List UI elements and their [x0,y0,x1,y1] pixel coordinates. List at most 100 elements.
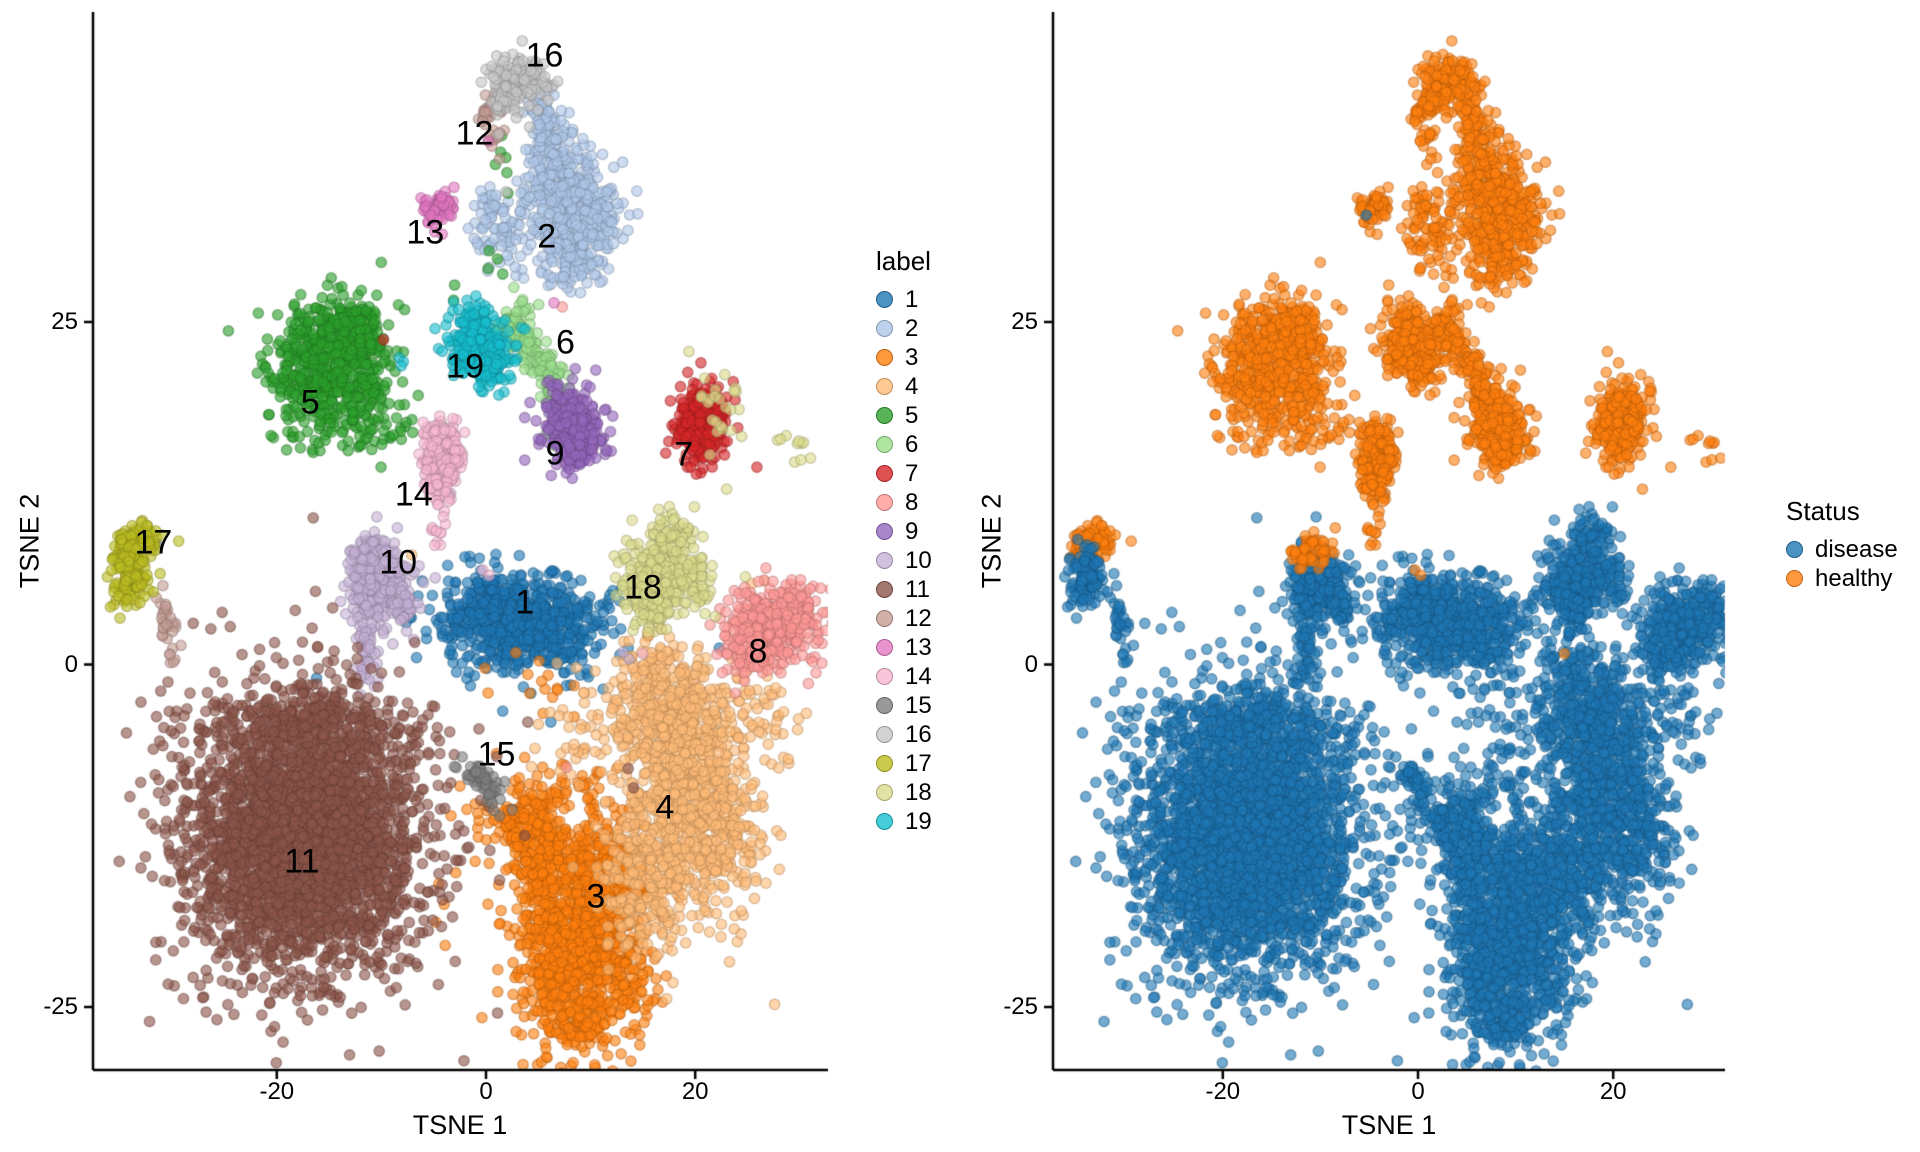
legend-key-dot-icon [876,291,893,308]
cluster-annotation-13: 13 [406,213,445,252]
left-x-axis-title: TSNE 1 [412,1110,508,1140]
legend-entry-cluster-15: 15 [876,691,932,720]
legend-entry-label: 11 [905,575,930,603]
legend-entry-cluster-3: 3 [876,343,932,372]
legend-entry-cluster-16: 16 [876,720,932,749]
legend-entry-label: 8 [905,488,919,516]
legend-entry-cluster-4: 4 [876,372,932,401]
legend-entry-label: 12 [905,604,932,632]
legend-entry-status-disease: disease [1786,535,1898,564]
right-y-tick-label: 0 [1024,650,1038,678]
cluster-annotation-12: 12 [455,114,494,153]
legend-key-dot-icon [876,726,893,743]
left-y-axis-title: TSNE 2 [14,493,45,589]
cluster-annotation-6: 6 [556,323,575,362]
legend-entry-label: 3 [905,343,919,371]
cluster-annotation-18: 18 [623,568,662,607]
legend-entry-cluster-5: 5 [876,401,932,430]
legend-key-dot-icon [876,813,893,830]
legend-key-dot-icon [876,407,893,424]
legend-key-dot-icon [876,494,893,511]
cluster-legend: label 1 2 3 4 5 6 7 8 9 10 11 12 13 14 15 16 17 18 19 [876,246,932,836]
cluster-annotation-19: 19 [446,347,484,386]
legend-key-dot-icon [876,378,893,395]
right-x-tick-label: 20 [1599,1078,1627,1105]
legend-entry-cluster-6: 6 [876,430,932,459]
legend-entry-label: 7 [905,459,919,487]
right-x-tick-label: 0 [1411,1078,1425,1105]
left-y-tick-label: -25 [43,993,78,1020]
legend-key-dot-icon [876,697,893,714]
legend-entry-label: 13 [905,633,932,661]
right-x-axis-title: TSNE 1 [1341,1110,1437,1140]
legend-key-dot-icon [876,349,893,366]
legend-key-dot-icon [876,552,893,569]
cluster-annotation-11: 11 [284,842,320,881]
legend-key-dot-icon [876,436,893,453]
legend-key-dot-icon [876,523,893,540]
legend-key-dot-icon [876,784,893,801]
legend-entry-label: 10 [905,546,932,574]
legend-key-dot-icon [876,581,893,598]
legend-entry-label: healthy [1815,564,1893,592]
cluster-annotation-10: 10 [379,543,418,582]
legend-entry-label: 5 [905,401,919,429]
legend-key-dot-icon [876,755,893,772]
legend-entry-cluster-10: 10 [876,546,932,575]
legend-entry-cluster-14: 14 [876,662,932,691]
right-y-tick-label: -25 [1003,993,1038,1020]
status-legend: Status disease healthy [1786,496,1898,593]
cluster-annotation-17: 17 [134,523,173,562]
legend-entry-label: disease [1815,535,1898,563]
cluster-annotation-3: 3 [586,877,606,916]
legend-key-dot-icon [876,668,893,685]
legend-entry-cluster-13: 13 [876,633,932,662]
left-y-tick-label: 25 [51,308,78,335]
cluster-annotation-15: 15 [477,735,516,774]
cluster-annotation-14: 14 [394,475,433,514]
legend-entry-cluster-2: 2 [876,314,932,343]
status-legend-title: Status [1786,496,1860,526]
cluster-annotation-9: 9 [545,434,565,473]
cluster-annotation-8: 8 [748,632,768,671]
right-y-axis-title: TSNE 2 [976,493,1007,589]
legend-entry-label: 17 [905,749,932,777]
legend-entry-label: 9 [905,517,919,545]
legend-entry-cluster-1: 1 [876,285,932,314]
legend-key-dot-icon [876,465,893,482]
legend-entry-label: 18 [905,778,932,806]
cluster-legend-title: label [876,246,931,276]
legend-entry-label: 4 [905,372,919,400]
cluster-annotation-7: 7 [674,435,694,474]
cluster-annotation-5: 5 [300,383,320,422]
cluster-legend-entries: 1 2 3 4 5 6 7 8 9 10 11 12 13 14 15 16 17 18 19 [876,285,932,836]
legend-entry-status-healthy: healthy [1786,564,1898,593]
legend-entry-cluster-12: 12 [876,604,932,633]
cluster-annotation-2: 2 [537,217,557,256]
left-x-tick-label: -20 [259,1078,295,1105]
legend-entry-cluster-11: 11 [876,575,932,604]
legend-entry-cluster-17: 17 [876,749,932,778]
cluster-annotation-16: 16 [525,36,564,75]
legend-key-dot-icon [1786,541,1803,558]
right-x-tick-label: -20 [1205,1078,1241,1105]
legend-entry-label: 6 [905,430,919,458]
legend-entry-label: 2 [905,314,919,342]
legend-key-dot-icon [876,320,893,337]
legend-entry-cluster-19: 19 [876,807,932,836]
legend-entry-label: 1 [905,285,919,313]
right-y-tick-label: 25 [1011,308,1038,335]
legend-entry-label: 16 [905,720,932,748]
left-x-tick-label: 20 [681,1078,709,1105]
legend-entry-cluster-7: 7 [876,459,932,488]
legend-entry-cluster-8: 8 [876,488,932,517]
left-x-tick-label: 0 [479,1078,493,1105]
status-legend-entries: disease healthy [1786,535,1898,593]
legend-key-dot-icon [876,639,893,656]
left-y-tick-label: 0 [64,650,78,678]
legend-entry-label: 14 [905,662,932,690]
cluster-annotation-4: 4 [655,788,675,827]
legend-entry-cluster-9: 9 [876,517,932,546]
